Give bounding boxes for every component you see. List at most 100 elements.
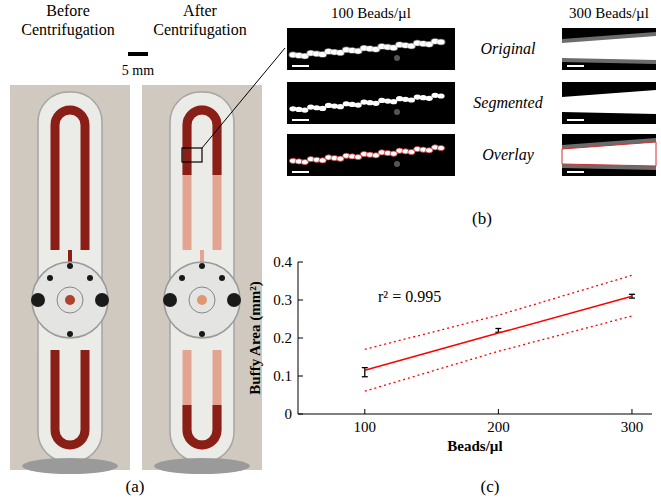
tile-scale-bar xyxy=(292,65,309,67)
y-tick xyxy=(298,262,303,263)
scale-bar xyxy=(128,52,148,56)
image-tile xyxy=(562,28,656,70)
tile-bg xyxy=(287,82,455,124)
hole xyxy=(87,275,93,281)
zoom-connector xyxy=(202,48,285,148)
band-glow xyxy=(562,138,656,170)
channel xyxy=(187,110,217,250)
rotor xyxy=(154,458,250,474)
confidence-bound xyxy=(365,275,632,349)
y-tick xyxy=(298,414,303,415)
error-cap xyxy=(362,376,368,377)
error-cap xyxy=(495,328,501,329)
y-tick-label: 0.2 xyxy=(273,330,292,346)
row-head: Original xyxy=(480,40,536,58)
x-axis xyxy=(298,414,652,415)
image-tile xyxy=(562,82,656,124)
figure: Before Centrifugation After Centrifugation 5… xyxy=(0,0,661,500)
zoom-box xyxy=(182,148,202,162)
y-tick xyxy=(298,338,303,339)
bead xyxy=(301,107,308,112)
title-line: Centrifugation xyxy=(153,21,246,39)
title-line: Centrifugation xyxy=(21,21,114,39)
bead xyxy=(337,104,344,109)
hole xyxy=(219,275,225,281)
tile-scale-bar xyxy=(292,171,309,173)
bead xyxy=(319,106,326,111)
hub-ring xyxy=(57,287,83,313)
tile-bg xyxy=(562,134,656,176)
channel xyxy=(55,350,85,445)
column-head: 100 Beads/µl xyxy=(331,5,411,21)
image-tile xyxy=(562,134,656,176)
tile-bg xyxy=(287,28,455,70)
bead xyxy=(355,102,362,107)
tile-scale-bar xyxy=(567,119,584,121)
hub xyxy=(32,262,108,338)
photo-bg xyxy=(10,85,130,470)
hole xyxy=(67,263,73,269)
bead xyxy=(437,93,444,98)
title-line: After xyxy=(183,2,217,19)
tile-bg xyxy=(562,82,656,124)
hole xyxy=(199,331,205,337)
panel-label: (c) xyxy=(481,477,500,496)
x-tick-label: 100 xyxy=(354,419,377,435)
error-stem xyxy=(364,368,365,377)
panel-label: (b) xyxy=(472,209,492,228)
tile-scale-bar xyxy=(567,171,584,173)
bead xyxy=(437,145,444,150)
hole xyxy=(179,275,185,281)
band xyxy=(562,90,656,114)
annotation: r² = 0.995 xyxy=(378,288,441,305)
x-tick-label: 200 xyxy=(487,419,510,435)
hole xyxy=(95,293,109,307)
hub-ring xyxy=(189,287,215,313)
tile-scale-bar xyxy=(567,65,584,67)
hole xyxy=(227,293,241,307)
band xyxy=(562,142,656,166)
hole xyxy=(67,331,73,337)
confidence-bound xyxy=(365,316,632,391)
bead xyxy=(408,97,415,102)
panel-label: (a) xyxy=(126,477,145,496)
x-tick xyxy=(498,409,499,414)
error-cap xyxy=(629,297,635,298)
y-tick-label: 0.1 xyxy=(273,368,292,384)
hub-center xyxy=(197,295,207,305)
hole xyxy=(47,275,53,281)
tile-bg xyxy=(562,28,656,70)
image-tile xyxy=(287,134,455,176)
tile-bg xyxy=(287,134,455,176)
channel xyxy=(55,110,85,250)
row-head: Overlay xyxy=(482,146,534,164)
y-tick-label: 0.3 xyxy=(273,292,292,308)
x-tick-label: 300 xyxy=(621,419,644,435)
scale-bar-label: 5 mm xyxy=(122,63,154,78)
hub xyxy=(164,262,240,338)
x-axis-title: Beads/µl xyxy=(447,438,502,454)
photo-bg xyxy=(142,85,262,470)
row-head: Segmented xyxy=(473,94,543,112)
band-glow xyxy=(562,32,656,64)
bead-glow xyxy=(437,39,446,45)
photo-title: After Centrifugation xyxy=(153,2,246,39)
bead xyxy=(426,96,433,101)
hole xyxy=(199,263,205,269)
photo-title: Before Centrifugation xyxy=(21,2,114,39)
y-tick xyxy=(298,376,303,377)
speck xyxy=(394,109,400,115)
speck xyxy=(394,161,400,167)
after-photo xyxy=(142,85,262,474)
bead xyxy=(437,39,444,44)
title-line: Before xyxy=(46,2,90,19)
y-tick-label: 0 xyxy=(285,406,293,422)
error-cap xyxy=(629,294,635,295)
before-photo xyxy=(10,85,130,474)
bead xyxy=(372,101,379,106)
channel-rbc xyxy=(187,405,217,445)
column-head: 300 Beads/µl xyxy=(569,5,649,21)
hole xyxy=(163,293,177,307)
fit-line xyxy=(365,296,632,370)
plot-area xyxy=(362,275,635,391)
